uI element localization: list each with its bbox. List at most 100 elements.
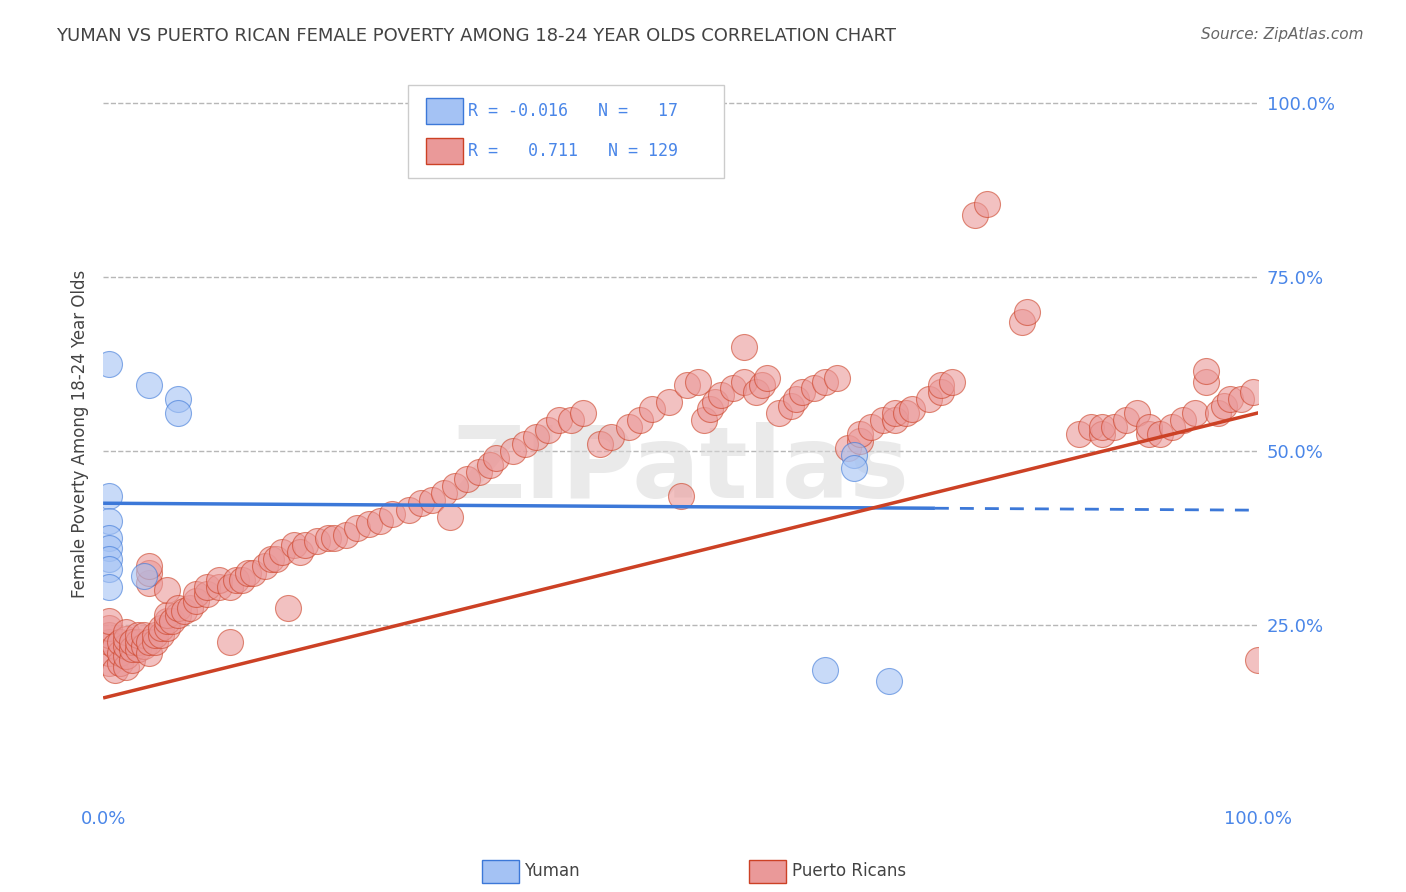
Point xyxy=(138,635,160,649)
Point xyxy=(842,461,865,475)
Point xyxy=(97,562,120,576)
Text: Source: ZipAtlas.com: Source: ZipAtlas.com xyxy=(1201,27,1364,42)
Point xyxy=(1195,375,1218,389)
Text: R = -0.016   N =   17: R = -0.016 N = 17 xyxy=(468,102,678,120)
Point xyxy=(837,441,859,455)
Point xyxy=(1173,413,1195,427)
Point xyxy=(195,580,218,594)
Text: Puerto Ricans: Puerto Ricans xyxy=(792,863,905,880)
Point xyxy=(409,496,432,510)
Point xyxy=(1137,426,1160,441)
Point xyxy=(242,566,264,580)
Point xyxy=(600,430,623,444)
Point xyxy=(231,573,253,587)
Point xyxy=(589,437,612,451)
Point xyxy=(104,639,127,653)
Point xyxy=(184,593,207,607)
Point xyxy=(439,510,461,524)
Point xyxy=(456,472,478,486)
Point xyxy=(167,600,190,615)
Point xyxy=(277,600,299,615)
Point xyxy=(733,340,755,354)
Point xyxy=(132,628,155,642)
Point xyxy=(97,489,120,503)
Point xyxy=(138,646,160,660)
Point xyxy=(318,531,340,545)
Point xyxy=(115,624,138,639)
Point xyxy=(110,635,132,649)
Point xyxy=(208,580,231,594)
Point xyxy=(474,117,496,131)
Point xyxy=(790,384,813,399)
Point xyxy=(167,392,190,406)
Point xyxy=(259,552,281,566)
Point xyxy=(271,545,294,559)
Point xyxy=(422,492,444,507)
Point xyxy=(877,673,900,688)
Point xyxy=(779,399,801,413)
Point xyxy=(894,406,917,420)
Point xyxy=(121,642,143,657)
Point xyxy=(253,558,276,573)
Point xyxy=(236,566,259,580)
Point xyxy=(524,430,547,444)
Point xyxy=(156,583,179,598)
Point xyxy=(149,628,172,642)
Point xyxy=(97,531,120,545)
Point xyxy=(1126,406,1149,420)
Point xyxy=(669,489,692,503)
Point xyxy=(658,395,681,409)
Point xyxy=(219,635,242,649)
Point xyxy=(883,406,905,420)
Point xyxy=(849,434,872,448)
Point xyxy=(115,649,138,664)
Point xyxy=(115,632,138,646)
Point xyxy=(1091,419,1114,434)
Point xyxy=(710,388,733,402)
Text: YUMAN VS PUERTO RICAN FEMALE POVERTY AMONG 18-24 YEAR OLDS CORRELATION CHART: YUMAN VS PUERTO RICAN FEMALE POVERTY AMO… xyxy=(56,27,896,45)
Point xyxy=(173,604,195,618)
Point xyxy=(1230,392,1253,406)
Point xyxy=(127,628,149,642)
Point xyxy=(479,458,502,472)
Point xyxy=(156,607,179,622)
Point xyxy=(537,423,560,437)
Point xyxy=(97,514,120,528)
Point xyxy=(225,573,247,587)
Point xyxy=(756,371,779,385)
Point xyxy=(814,663,837,677)
Point xyxy=(127,635,149,649)
Point xyxy=(1137,419,1160,434)
Point xyxy=(138,576,160,591)
Point xyxy=(97,580,120,594)
Point xyxy=(97,615,120,629)
Point xyxy=(814,375,837,389)
Point xyxy=(132,639,155,653)
Point xyxy=(97,357,120,371)
Point xyxy=(733,375,755,389)
Point xyxy=(138,566,160,580)
Point xyxy=(97,635,120,649)
Y-axis label: Female Poverty Among 18-24 Year Olds: Female Poverty Among 18-24 Year Olds xyxy=(72,269,89,598)
Point xyxy=(1218,392,1240,406)
Point xyxy=(167,607,190,622)
Point xyxy=(485,450,508,465)
Point xyxy=(381,507,404,521)
Point xyxy=(138,558,160,573)
Point xyxy=(1017,305,1039,319)
Point xyxy=(398,503,420,517)
Point xyxy=(1080,419,1102,434)
Point xyxy=(97,541,120,556)
Point xyxy=(628,413,651,427)
Point xyxy=(115,659,138,673)
Point xyxy=(132,569,155,583)
Point xyxy=(1160,419,1182,434)
Point xyxy=(745,384,768,399)
Point xyxy=(156,615,179,629)
Point xyxy=(872,413,894,427)
Point xyxy=(704,395,727,409)
Point xyxy=(444,479,467,493)
Point xyxy=(929,384,952,399)
Point xyxy=(721,381,744,395)
Point xyxy=(941,375,963,389)
